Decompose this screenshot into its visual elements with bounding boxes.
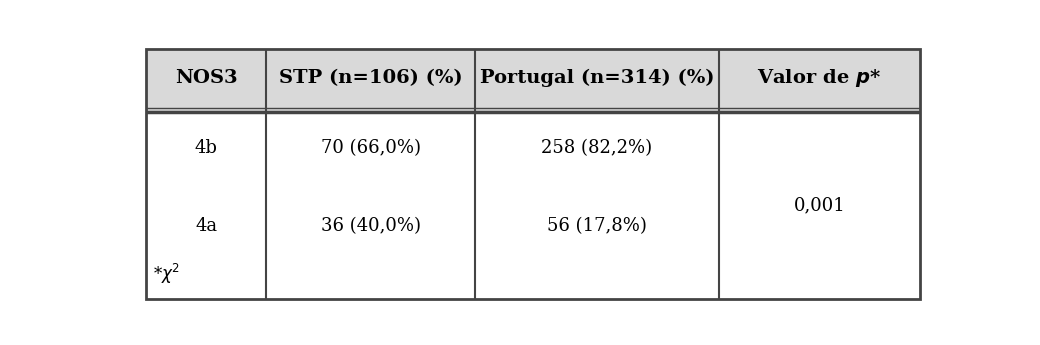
Text: 0,001: 0,001	[794, 196, 846, 215]
Text: Portugal (n=314) (%): Portugal (n=314) (%)	[479, 69, 714, 87]
Text: 70 (66,0%)

36 (40,0%): 70 (66,0%) 36 (40,0%)	[320, 139, 420, 235]
Text: *$\chi^2$: *$\chi^2$	[153, 262, 180, 286]
Text: NOS3: NOS3	[175, 69, 237, 87]
Text: Valor de $\bfit{p}$*: Valor de $\bfit{p}$*	[757, 67, 881, 89]
Text: 4b

4a: 4b 4a	[194, 139, 217, 235]
Text: STP (n=106) (%): STP (n=106) (%)	[279, 69, 463, 87]
Bar	[146, 49, 920, 112]
Text: 258 (82,2%)

56 (17,8%): 258 (82,2%) 56 (17,8%)	[541, 139, 652, 235]
Bar	[146, 112, 920, 299]
